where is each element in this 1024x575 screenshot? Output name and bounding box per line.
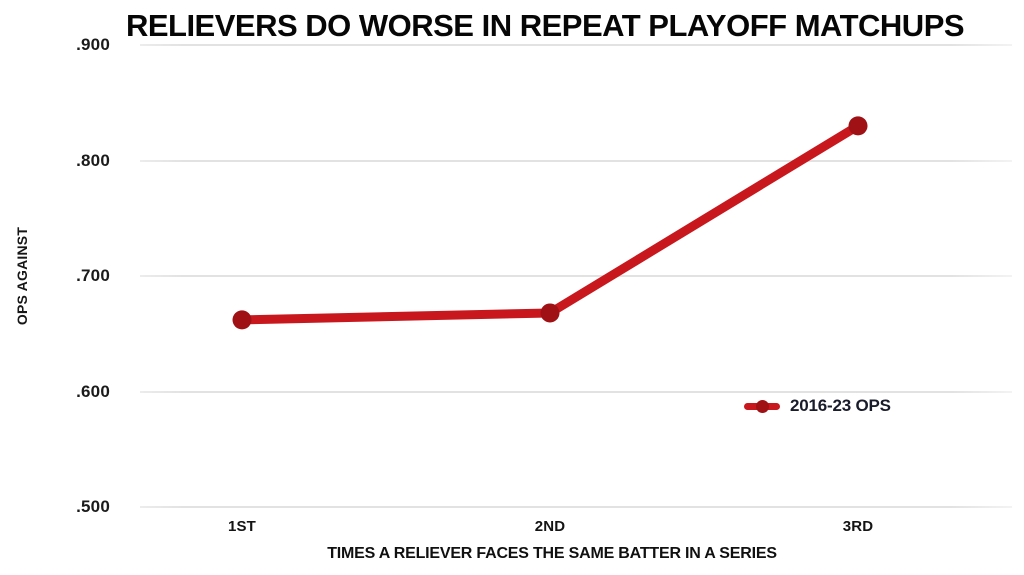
legend-series-label: 2016-23 OPS: [790, 396, 891, 415]
x-axis-title: TIMES A RELIEVER FACES THE SAME BATTER I…: [327, 545, 777, 562]
x-tick-label: 3RD: [842, 518, 874, 535]
data-point-marker: [540, 303, 560, 323]
data-point-marker: [232, 310, 252, 330]
gridline: [140, 275, 1012, 277]
x-tick-label: 2ND: [534, 518, 566, 535]
chart-title: RELIEVERS DO WORSE IN REPEAT PLAYOFF MAT…: [125, 8, 965, 43]
gridline: [140, 44, 1012, 46]
gridline: [140, 506, 1012, 508]
y-tick-label: .700: [76, 266, 110, 285]
data-point-marker: [848, 116, 868, 136]
y-tick-label: .600: [76, 381, 110, 401]
y-tick-label: .500: [76, 497, 110, 516]
y-tick-label: .900: [76, 35, 110, 54]
y-axis-title: OPS AGAINST: [14, 226, 30, 326]
x-tick-label: 1ST: [227, 518, 257, 535]
legend: 2016-23 OPS: [744, 395, 891, 417]
y-tick-label: .800: [76, 150, 110, 170]
gridline: [140, 159, 1012, 162]
legend-line-marker-icon: [744, 399, 780, 413]
series-line: [237, 121, 863, 325]
gridline: [140, 390, 1012, 393]
legend-point-icon: [755, 399, 769, 413]
